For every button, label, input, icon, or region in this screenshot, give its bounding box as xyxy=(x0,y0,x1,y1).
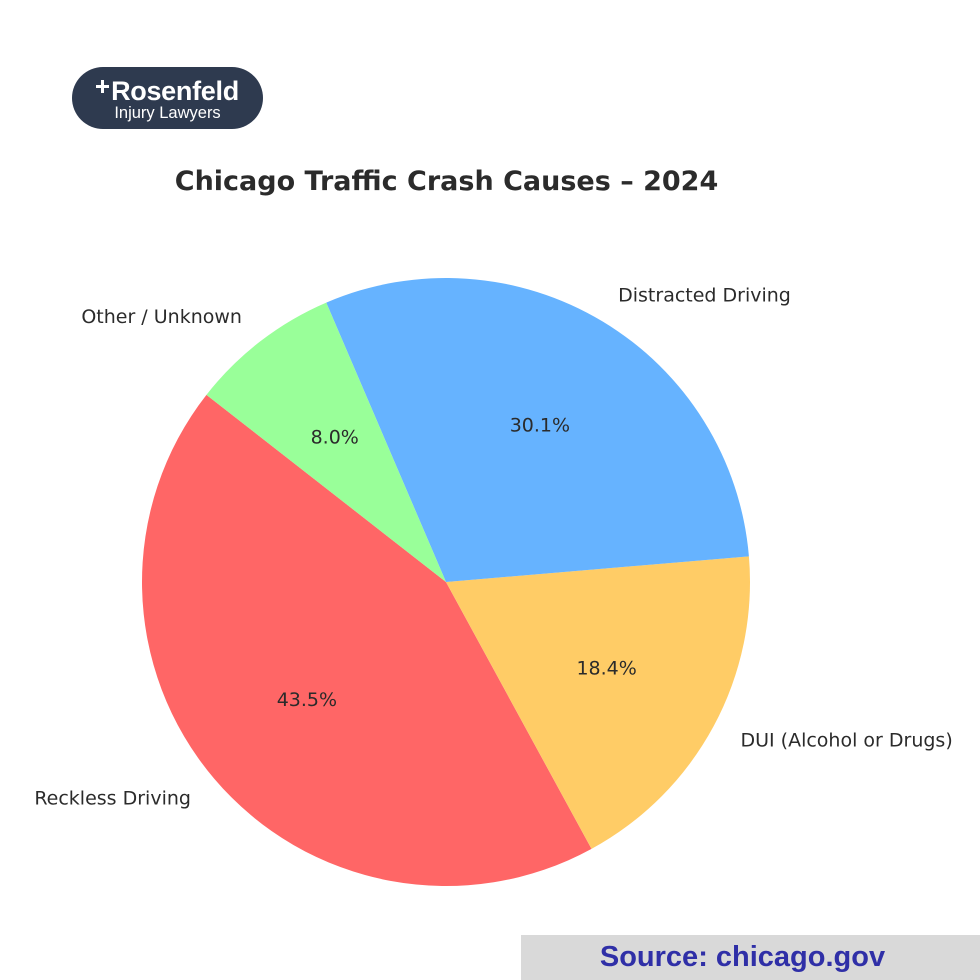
pie-category-label-3: Other / Unknown xyxy=(81,306,242,328)
cross-icon xyxy=(96,80,110,93)
pie-pct-label-3: 8.0% xyxy=(311,426,359,448)
pie-slice-2 xyxy=(326,277,749,582)
logo-brand: Rosenfeld xyxy=(111,75,239,106)
pie-chart: 43.5% Reckless Driving 18.4% DUI (Alcohol o… xyxy=(34,277,953,887)
source-box: Source: chicago.gov xyxy=(521,935,980,980)
pie-pct-label-2: 30.1% xyxy=(510,415,570,437)
pie-category-label-2: Distracted Driving xyxy=(618,284,791,306)
pie-category-label-1: DUI (Alcohol or Drugs) xyxy=(740,729,952,751)
logo-tagline: Injury Lawyers xyxy=(114,103,221,122)
pie-slice-3 xyxy=(206,302,446,582)
pie-slice-0 xyxy=(142,394,592,887)
pie-category-label-0: Reckless Driving xyxy=(34,787,191,809)
brand-logo: Rosenfeld Injury Lawyers xyxy=(72,67,263,129)
source-text: Source: chicago.gov xyxy=(599,941,886,973)
pie-slice-1 xyxy=(446,556,751,849)
pie-pct-label-1: 18.4% xyxy=(576,657,636,679)
pie-pct-label-0: 43.5% xyxy=(277,689,337,711)
chart-title: Chicago Traffic Crash Causes – 2024 xyxy=(174,166,719,197)
